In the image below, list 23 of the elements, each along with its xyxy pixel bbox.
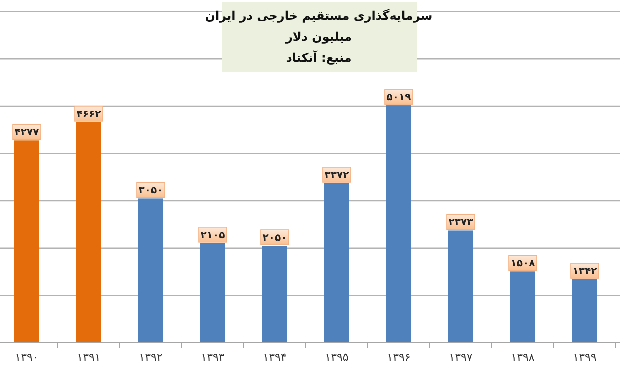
x-tick-label: ۱۳۹۴ [263, 351, 287, 364]
data-label: ۲۱۰۵ [200, 230, 226, 242]
data-label: ۳۰۵۰ [138, 186, 164, 197]
data-label: ۴۲۷۷ [14, 128, 40, 139]
x-tick-label: ۱۳۹۳ [201, 351, 225, 364]
x-tick-label: ۱۳۹۲ [139, 351, 163, 364]
data-label: ۱۳۴۲ [572, 266, 598, 278]
x-tick-label: ۱۳۹۰ [15, 351, 39, 364]
x-tick-label: ۱۳۹۶ [387, 351, 411, 364]
annotation: منبع: آنکتاد [286, 50, 352, 65]
data-label: ۳۳۷۲ [324, 170, 350, 182]
data-label: ۲۰۵۰ [262, 233, 288, 244]
text: سرمایه‌گذاری مستقیم خارجی در ایران [205, 9, 433, 23]
x-tick-label: ۱۳۹۷ [449, 351, 473, 364]
x-tick-label: ۱۳۹۸ [511, 351, 535, 364]
x-tick-label: ۱۳۹۵ [325, 351, 349, 364]
data-label: ۲۳۷۳ [448, 218, 474, 229]
data-label: ۱۵۰۸ [510, 258, 536, 270]
text: میلیون دلار [284, 30, 352, 44]
data-label: ۴۶۶۲ [76, 109, 102, 120]
data-label: ۵۰۱۹ [386, 92, 412, 104]
x-tick-label: ۱۳۹۹ [573, 351, 597, 364]
x-tick-label: ۱۳۹۱ [77, 351, 101, 364]
